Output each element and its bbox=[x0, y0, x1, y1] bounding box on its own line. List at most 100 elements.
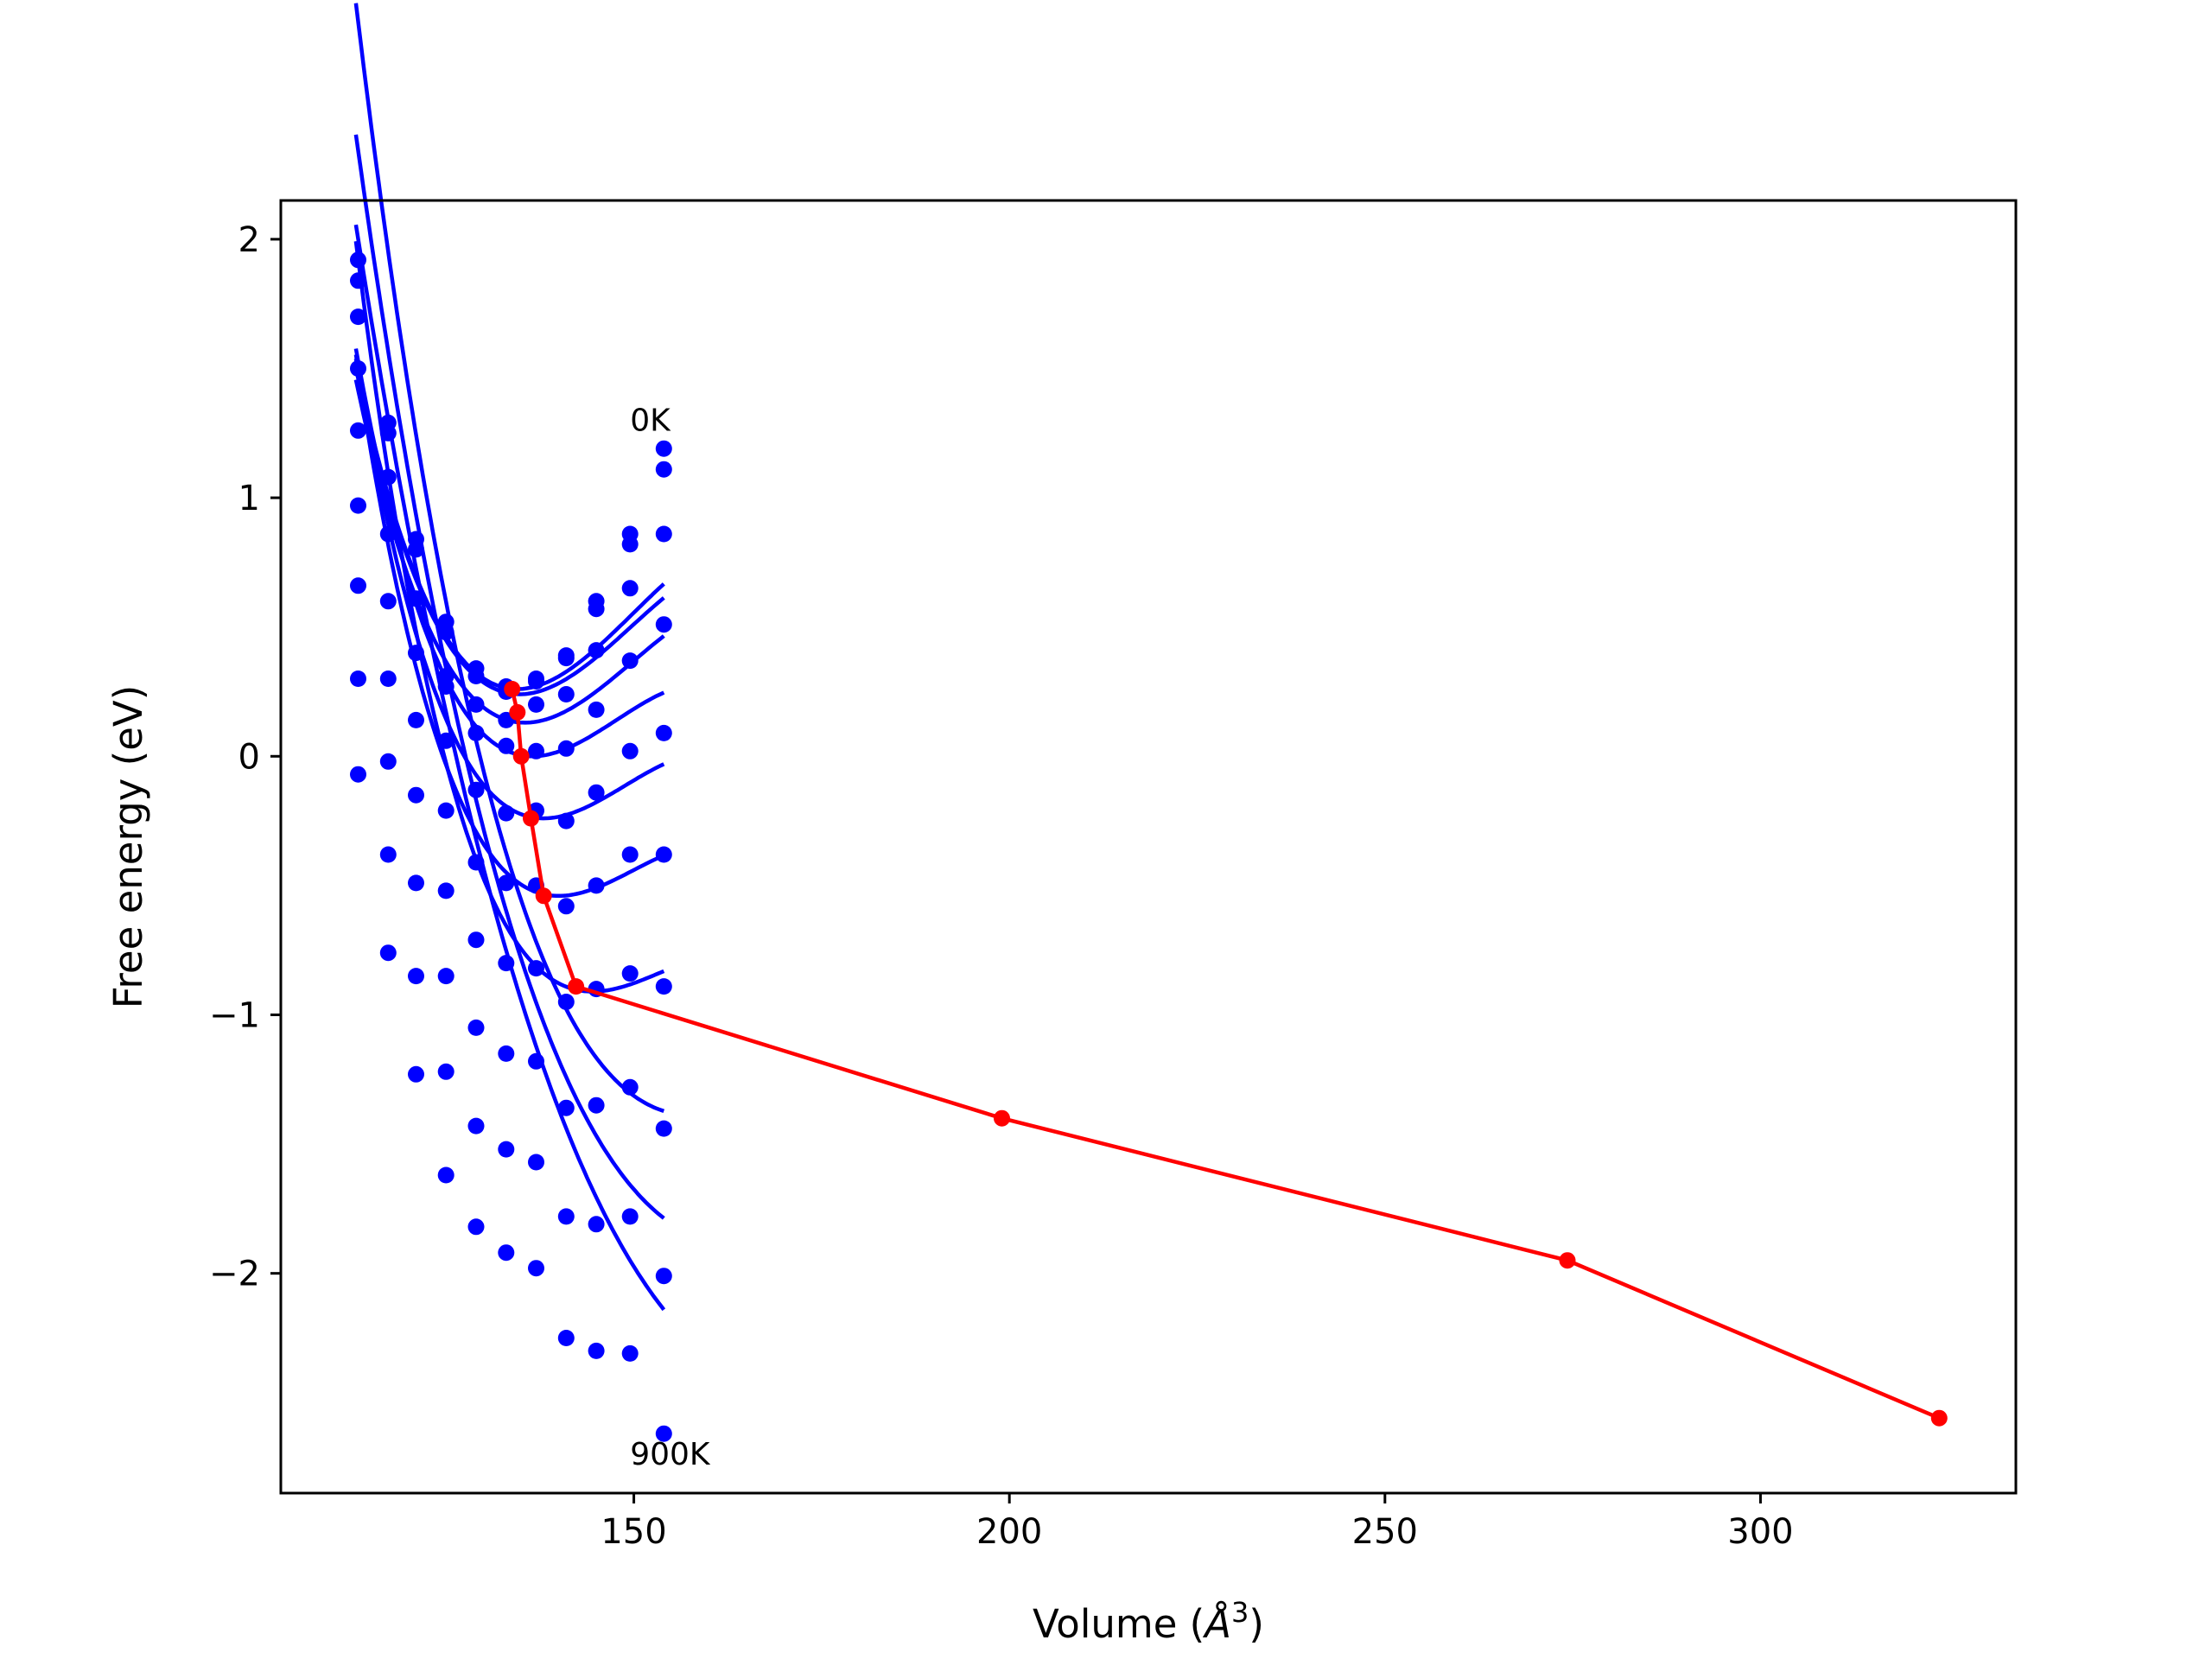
isotherm-point-7-6 bbox=[528, 1052, 544, 1070]
isotherm-point-5-2 bbox=[408, 786, 424, 804]
isotherm-point-1-7 bbox=[557, 650, 575, 667]
annotation-0: 0K bbox=[630, 403, 671, 438]
isotherm-point-2-4 bbox=[467, 696, 485, 713]
isotherm-point-5-0 bbox=[350, 497, 366, 514]
isotherm-point-4-10 bbox=[655, 724, 672, 741]
isotherm-point-3-9 bbox=[621, 652, 639, 670]
isotherm-point-8-1 bbox=[379, 944, 397, 962]
isotherm-point-7-10 bbox=[655, 1120, 672, 1137]
isotherm-fit-curve-7 bbox=[353, 3, 665, 1114]
isotherm-point-7-8 bbox=[588, 1096, 605, 1114]
isotherm-point-3-4 bbox=[467, 724, 485, 741]
isotherm-point-9-7 bbox=[557, 1330, 575, 1346]
minimum-path-point-3 bbox=[523, 810, 539, 827]
isotherm-point-1-8 bbox=[588, 601, 605, 618]
minimum-path-point-4 bbox=[535, 887, 552, 905]
isotherm-point-5-5 bbox=[498, 874, 515, 892]
isotherm-point-3-8 bbox=[588, 701, 605, 718]
isotherm-point-1-1 bbox=[379, 424, 397, 442]
isotherm-point-7-0 bbox=[350, 671, 366, 687]
isotherm-point-6-3 bbox=[437, 882, 454, 899]
isotherm-point-2-8 bbox=[588, 642, 605, 659]
isotherm-point-6-0 bbox=[350, 577, 366, 594]
isotherm-point-6-9 bbox=[621, 965, 639, 982]
isotherm-point-0-0 bbox=[350, 251, 366, 269]
isotherm-point-1-2 bbox=[408, 541, 424, 558]
isotherm-point-5-1 bbox=[379, 671, 397, 687]
isotherm-point-5-10 bbox=[655, 846, 672, 863]
isotherm-point-3-7 bbox=[557, 740, 575, 757]
y-tick-label-3: −1 bbox=[209, 995, 260, 1035]
x-axis-label-exponent: 3 bbox=[1231, 1596, 1249, 1629]
y-tick-label-0: 2 bbox=[238, 220, 260, 260]
isotherm-point-5-8 bbox=[588, 877, 605, 894]
isotherm-point-4-3 bbox=[437, 732, 454, 749]
isotherm-point-1-3 bbox=[437, 624, 454, 641]
minimum-path-point-2 bbox=[512, 747, 530, 765]
minimum-path-point-8 bbox=[1930, 1409, 1948, 1427]
isotherm-point-8-2 bbox=[408, 1065, 424, 1083]
y-tick-label-1: 1 bbox=[238, 479, 260, 518]
isotherm-point-7-5 bbox=[498, 1045, 515, 1062]
isotherm-fit-curve-8 bbox=[353, 134, 665, 1220]
x-tick-label-1: 200 bbox=[976, 1512, 1042, 1552]
x-axis-label: Volume (Å3) bbox=[1033, 1596, 1264, 1647]
isotherm-point-2-10 bbox=[655, 525, 672, 543]
isotherm-point-7-1 bbox=[379, 846, 397, 863]
isotherm-point-4-7 bbox=[557, 812, 575, 830]
x-axis-ticks: 150 200 250 300 bbox=[601, 1493, 1794, 1552]
minimum-path-point-6 bbox=[994, 1109, 1010, 1127]
isotherm-point-2-6 bbox=[528, 696, 544, 713]
x-axis-label-prefix: Volume ( bbox=[1033, 1601, 1205, 1647]
isotherm-point-6-4 bbox=[467, 931, 485, 949]
isotherm-point-4-4 bbox=[467, 781, 485, 798]
x-axis-label-unit: Å bbox=[1202, 1601, 1231, 1647]
isotherm-point-8-7 bbox=[557, 1208, 575, 1225]
isotherm-point-4-2 bbox=[408, 711, 424, 728]
isotherm-point-8-4 bbox=[467, 1117, 485, 1135]
y-tick-label-4: −2 bbox=[209, 1255, 260, 1294]
isotherm-point-8-3 bbox=[437, 1063, 454, 1080]
isotherm-point-3-1 bbox=[379, 525, 397, 543]
isotherm-point-3-0 bbox=[350, 360, 366, 377]
isotherm-point-6-2 bbox=[408, 874, 424, 892]
isotherm-point-9-5 bbox=[498, 1244, 515, 1262]
isotherm-point-7-9 bbox=[621, 1078, 639, 1096]
isotherm-point-7-2 bbox=[408, 968, 424, 985]
isotherm-point-6-5 bbox=[498, 955, 515, 972]
x-tick-label-0: 150 bbox=[601, 1512, 666, 1552]
y-tick-label-2: 0 bbox=[238, 737, 260, 777]
isotherm-point-5-9 bbox=[621, 846, 639, 863]
isotherm-point-3-3 bbox=[437, 678, 454, 695]
isotherm-point-2-2 bbox=[408, 590, 424, 607]
x-axis-label-suffix: ) bbox=[1249, 1601, 1264, 1647]
isotherm-point-8-6 bbox=[528, 1154, 544, 1171]
isotherm-point-5-7 bbox=[557, 898, 575, 915]
isotherm-point-4-5 bbox=[498, 804, 515, 822]
isotherm-point-7-7 bbox=[557, 1099, 575, 1116]
isotherm-point-5-4 bbox=[467, 854, 485, 871]
plot-content bbox=[350, 3, 1948, 1442]
isotherm-point-9-6 bbox=[528, 1260, 544, 1277]
isotherm-point-9-10 bbox=[655, 1425, 672, 1442]
isotherm-point-7-4 bbox=[467, 1019, 485, 1036]
isotherm-point-9-9 bbox=[621, 1344, 639, 1362]
isotherm-point-8-10 bbox=[655, 1268, 672, 1285]
annotation-1: 900K bbox=[630, 1437, 711, 1472]
isotherm-point-1-6 bbox=[528, 673, 544, 690]
isotherm-point-3-2 bbox=[408, 645, 424, 662]
isotherm-point-6-6 bbox=[528, 960, 544, 977]
isotherm-point-6-10 bbox=[655, 978, 672, 995]
x-tick-label-2: 250 bbox=[1352, 1512, 1418, 1552]
isotherm-point-8-9 bbox=[621, 1208, 639, 1225]
isotherm-point-7-3 bbox=[437, 968, 454, 985]
isotherm-point-1-10 bbox=[655, 461, 672, 478]
y-axis-label: Free energy (eV) bbox=[105, 685, 151, 1008]
isotherm-point-9-3 bbox=[437, 1166, 454, 1184]
minimum-path-point-1 bbox=[509, 703, 526, 721]
minimum-path-point-0 bbox=[504, 681, 521, 697]
isotherm-point-3-5 bbox=[498, 737, 515, 754]
isotherm-point-9-4 bbox=[467, 1218, 485, 1236]
isotherm-point-2-7 bbox=[557, 686, 575, 702]
